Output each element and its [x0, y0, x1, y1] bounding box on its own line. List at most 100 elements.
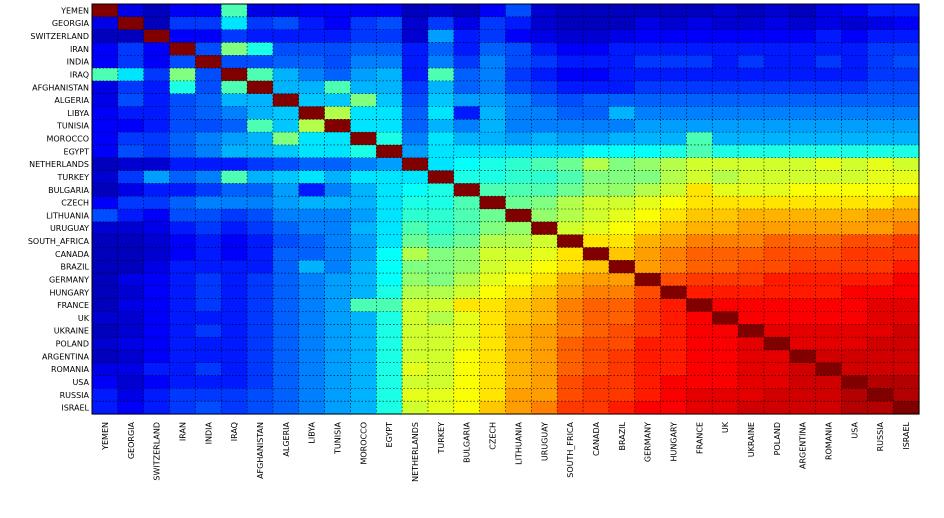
- heatmap-cell-czech-usa: [841, 196, 868, 210]
- heatmap-cell-afghanistan-iraq: [221, 80, 248, 95]
- heatmap-cell-tunisia-romania: [815, 119, 843, 133]
- heatmap-cell-morocco-argentina: [789, 132, 817, 146]
- heatmap-cell-czech-tunisia: [324, 196, 352, 210]
- heatmap-cell-egypt-romania: [815, 144, 843, 159]
- heatmap-cell-romania-czech: [479, 362, 507, 377]
- heatmap-cell-tunisia-czech: [479, 119, 507, 133]
- heatmap-cell-romania-bulgaria: [453, 362, 481, 377]
- heatmap-cell-south_africa-south_africa: [557, 234, 584, 249]
- heatmap-cell-canada-india: [195, 247, 222, 261]
- heatmap-cell-tunisia-uruguay: [531, 119, 558, 133]
- heatmap-cell-lithuania-russia: [867, 209, 894, 223]
- x-tick-label: IRAQ: [230, 422, 239, 441]
- heatmap-cell-uk-france: [686, 311, 713, 325]
- heatmap-cell-iran-egypt: [376, 42, 403, 56]
- heatmap-cell-south_africa-algeria: [272, 234, 300, 249]
- heatmap-cell-bulgaria-libya: [298, 183, 326, 197]
- x-tick-label: FRANCE: [695, 422, 704, 454]
- heatmap-cell-bulgaria-canada: [583, 183, 610, 197]
- x-tick-label: CANADA: [592, 421, 601, 456]
- heatmap-cell-libya-romania: [815, 106, 843, 120]
- heatmap-cell-russia-lithuania: [505, 388, 532, 402]
- heatmap-cell-poland-ukraine: [738, 337, 765, 351]
- heatmap-cell-france-uk: [712, 298, 739, 313]
- heatmap-cell-india-india: [195, 55, 222, 69]
- heatmap-cell-russia-south_africa: [557, 388, 584, 402]
- heatmap-cell-russia-romania: [815, 388, 843, 402]
- heatmap-cell-libya-germany: [634, 106, 662, 120]
- heatmap-cell-romania-iraq: [221, 362, 248, 377]
- heatmap-cell-germany-iran: [169, 273, 196, 287]
- heatmap-cell-uruguay-tunisia: [324, 221, 352, 236]
- heatmap-cell-czech-uk: [712, 196, 739, 210]
- heatmap-cell-georgia-hungary: [660, 16, 687, 31]
- heatmap-cell-netherlands-poland: [763, 157, 791, 172]
- y-tick-label: USA: [72, 378, 89, 387]
- heatmap-cell-brazil-france: [686, 260, 713, 274]
- heatmap-cell-lithuania-afghanistan: [247, 209, 274, 223]
- x-tick-label: MOROCCO: [359, 422, 368, 465]
- heatmap-cell-czech-bulgaria: [453, 196, 481, 210]
- heatmap-cell-hungary-france: [686, 285, 713, 300]
- heatmap-cell-lithuania-uruguay: [531, 209, 558, 223]
- heatmap-cell-georgia-bulgaria: [453, 16, 481, 31]
- heatmap-cell-poland-yemen: [92, 337, 119, 351]
- heatmap-cell-libya-usa: [841, 106, 868, 120]
- heatmap-cell-afghanistan-libya: [298, 80, 326, 95]
- heatmap-cell-yemen-hungary: [660, 4, 687, 18]
- heatmap-cell-argentina-georgia: [117, 349, 145, 364]
- heatmap-cell-afghanistan-algeria: [272, 80, 300, 95]
- heatmap-cell-czech-iraq: [221, 196, 248, 210]
- heatmap-cell-tunisia-iraq: [221, 119, 248, 133]
- heatmap-cell-yemen-afghanistan: [247, 4, 274, 18]
- heatmap-cell-morocco-israel: [893, 132, 920, 146]
- heatmap-cell-india-switzerland: [143, 55, 171, 69]
- heatmap-cell-canada-usa: [841, 247, 868, 261]
- heatmap-cell-egypt-ukraine: [738, 144, 765, 159]
- heatmap-cell-canada-yemen: [92, 247, 119, 261]
- heatmap-cell-uk-libya: [298, 311, 326, 325]
- heatmap-cell-poland-netherlands: [402, 337, 429, 351]
- heatmap-cell-south_africa-israel: [893, 234, 920, 249]
- heatmap-cell-bulgaria-georgia: [117, 183, 145, 197]
- heatmap-cell-algeria-uk: [712, 93, 739, 108]
- heatmap-cell-yemen-poland: [763, 4, 791, 18]
- heatmap-cell-switzerland-iraq: [221, 29, 248, 44]
- heatmap-cell-tunisia-germany: [634, 119, 662, 133]
- heatmap-cell-czech-algeria: [272, 196, 300, 210]
- heatmap-cell-bulgaria-morocco: [350, 183, 377, 197]
- heatmap-cell-iraq-uk: [712, 68, 739, 82]
- heatmap-cell-usa-lithuania: [505, 375, 532, 389]
- heatmap-cell-poland-iran: [169, 337, 196, 351]
- heatmap-cell-germany-turkey: [427, 273, 455, 287]
- heatmap-cell-tunisia-switzerland: [143, 119, 171, 133]
- heatmap-cell-bulgaria-yemen: [92, 183, 119, 197]
- heatmap-cell-uk-iran: [169, 311, 196, 325]
- heatmap-cell-tunisia-bulgaria: [453, 119, 481, 133]
- heatmap-cell-switzerland-france: [686, 29, 713, 44]
- heatmap-cell-poland-lithuania: [505, 337, 532, 351]
- heatmap-cell-hungary-romania: [815, 285, 843, 300]
- heatmap-cell-libya-libya: [298, 106, 326, 120]
- heatmap-cell-russia-russia: [867, 388, 894, 402]
- heatmap-cell-russia-india: [195, 388, 222, 402]
- heatmap-cell-romania-argentina: [789, 362, 817, 377]
- heatmap-cell-canada-afghanistan: [247, 247, 274, 261]
- heatmap-cell-netherlands-brazil: [608, 157, 636, 172]
- heatmap-cell-georgia-switzerland: [143, 16, 171, 31]
- heatmap-cell-lithuania-south_africa: [557, 209, 584, 223]
- heatmap-cell-france-switzerland: [143, 298, 171, 313]
- heatmap-cell-france-usa: [841, 298, 868, 313]
- heatmap-cell-india-south_africa: [557, 55, 584, 69]
- heatmap-cell-switzerland-iran: [169, 29, 196, 44]
- heatmap-cell-russia-afghanistan: [247, 388, 274, 402]
- heatmap-cell-bulgaria-lithuania: [505, 183, 532, 197]
- heatmap-cell-iran-russia: [867, 42, 894, 56]
- heatmap-cell-hungary-bulgaria: [453, 285, 481, 300]
- x-tick-label: BULGARIA: [463, 421, 472, 462]
- heatmap-cell-hungary-india: [195, 285, 222, 300]
- heatmap-cell-egypt-netherlands: [402, 144, 429, 159]
- heatmap-cell-poland-turkey: [427, 337, 455, 351]
- heatmap-cell-poland-argentina: [789, 337, 817, 351]
- heatmap-cell-morocco-czech: [479, 132, 507, 146]
